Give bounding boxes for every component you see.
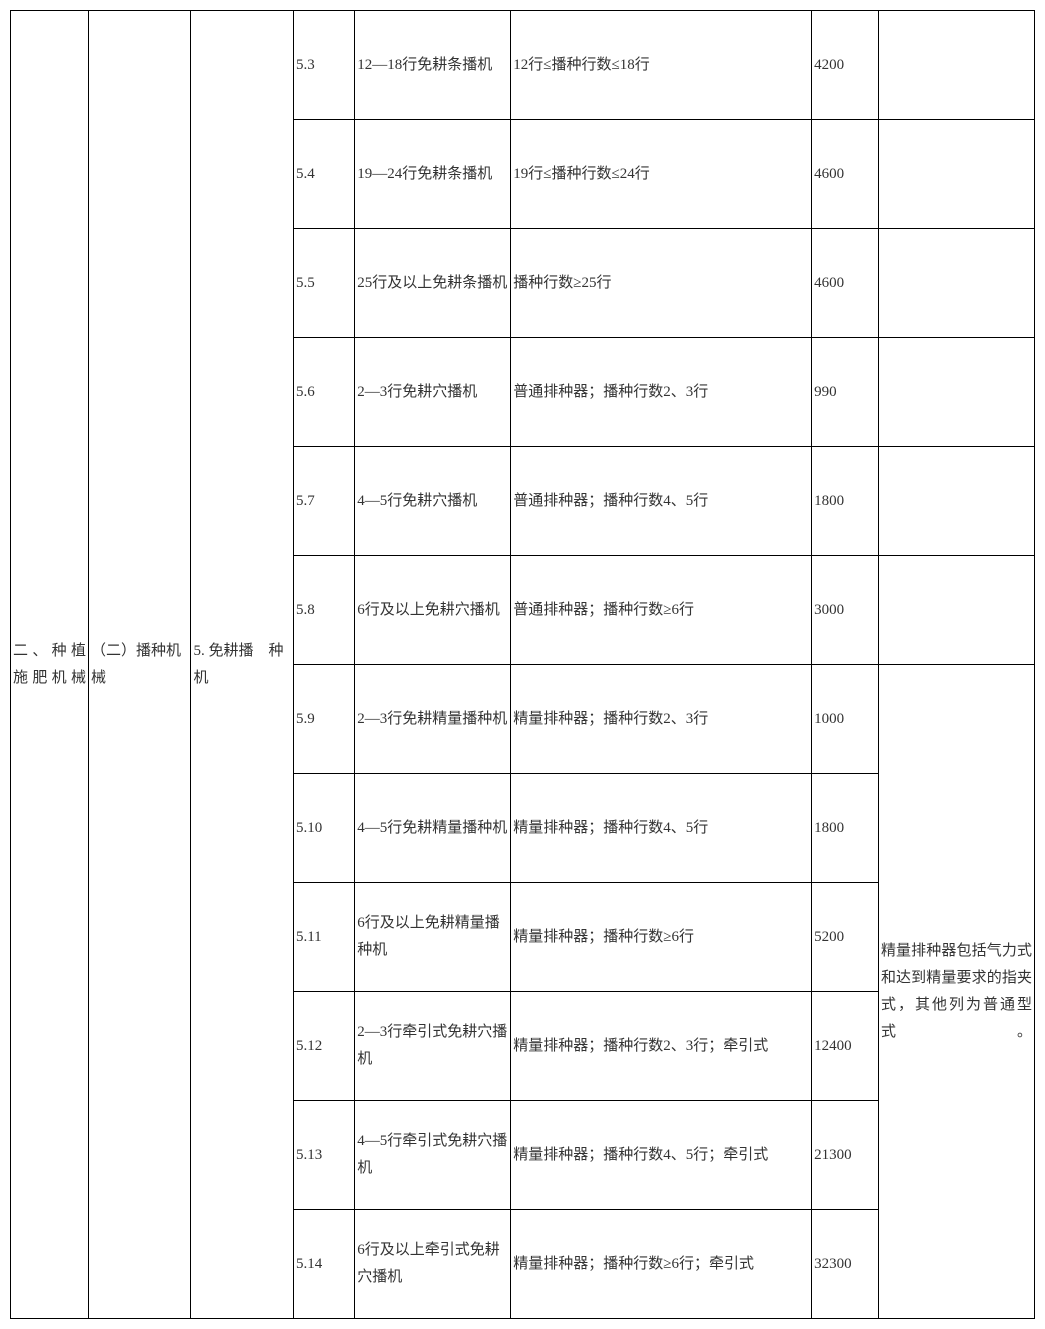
product-name: 2—3行牵引式免耕穴播机: [355, 992, 511, 1101]
product-name: 4—5行免耕精量播种机: [355, 774, 511, 883]
row-number: 5.8: [293, 556, 354, 665]
specification: 普通排种器；播种行数4、5行: [511, 447, 812, 556]
price: 1800: [812, 447, 879, 556]
specification: 19行≤播种行数≤24行: [511, 120, 812, 229]
row-number: 5.5: [293, 229, 354, 338]
price: 4600: [812, 120, 879, 229]
specification: 普通排种器；播种行数≥6行: [511, 556, 812, 665]
row-number: 5.9: [293, 665, 354, 774]
row-number: 5.11: [293, 883, 354, 992]
product-name: 2—3行免耕精量播种机: [355, 665, 511, 774]
row-number: 5.6: [293, 338, 354, 447]
specification: 播种行数≥25行: [511, 229, 812, 338]
specification: 精量排种器；播种行数4、5行；牵引式: [511, 1101, 812, 1210]
note-merged: 精量排种器包括气力式和达到精量要求的指夹式，其他列为普通型式。: [878, 665, 1034, 1319]
specification: 12行≤播种行数≤18行: [511, 11, 812, 120]
note-cell: [878, 120, 1034, 229]
price: 1800: [812, 774, 879, 883]
product-name: 2—3行免耕穴播机: [355, 338, 511, 447]
price: 5200: [812, 883, 879, 992]
product-name: 4—5行牵引式免耕穴播机: [355, 1101, 511, 1210]
row-number: 5.4: [293, 120, 354, 229]
product-name: 19—24行免耕条播机: [355, 120, 511, 229]
note-cell: [878, 556, 1034, 665]
category-level-1: 二、种植施肥机械: [11, 11, 89, 1319]
note-cell: [878, 229, 1034, 338]
row-number: 5.7: [293, 447, 354, 556]
price: 3000: [812, 556, 879, 665]
specification: 精量排种器；播种行数≥6行；牵引式: [511, 1210, 812, 1319]
specification: 普通排种器；播种行数2、3行: [511, 338, 812, 447]
row-number: 5.14: [293, 1210, 354, 1319]
price: 12400: [812, 992, 879, 1101]
price: 21300: [812, 1101, 879, 1210]
row-number: 5.12: [293, 992, 354, 1101]
price: 4200: [812, 11, 879, 120]
category-level-2: （二）播种机械: [88, 11, 191, 1319]
product-name: 4—5行免耕穴播机: [355, 447, 511, 556]
subsidy-table: 二、种植施肥机械（二）播种机械5. 免耕播 种机5.312—18行免耕条播机12…: [10, 10, 1035, 1319]
note-cell: [878, 338, 1034, 447]
price: 32300: [812, 1210, 879, 1319]
price: 1000: [812, 665, 879, 774]
specification: 精量排种器；播种行数≥6行: [511, 883, 812, 992]
product-name: 25行及以上免耕条播机: [355, 229, 511, 338]
product-name: 6行及以上免耕精量播种机: [355, 883, 511, 992]
row-number: 5.10: [293, 774, 354, 883]
product-name: 6行及以上免耕穴播机: [355, 556, 511, 665]
row-number: 5.3: [293, 11, 354, 120]
note-cell: [878, 11, 1034, 120]
specification: 精量排种器；播种行数2、3行；牵引式: [511, 992, 812, 1101]
price: 990: [812, 338, 879, 447]
note-cell: [878, 447, 1034, 556]
specification: 精量排种器；播种行数4、5行: [511, 774, 812, 883]
row-number: 5.13: [293, 1101, 354, 1210]
product-name: 6行及以上牵引式免耕穴播机: [355, 1210, 511, 1319]
table-row: 二、种植施肥机械（二）播种机械5. 免耕播 种机5.312—18行免耕条播机12…: [11, 11, 1035, 120]
price: 4600: [812, 229, 879, 338]
product-name: 12—18行免耕条播机: [355, 11, 511, 120]
specification: 精量排种器；播种行数2、3行: [511, 665, 812, 774]
category-level-3: 5. 免耕播 种机: [191, 11, 294, 1319]
